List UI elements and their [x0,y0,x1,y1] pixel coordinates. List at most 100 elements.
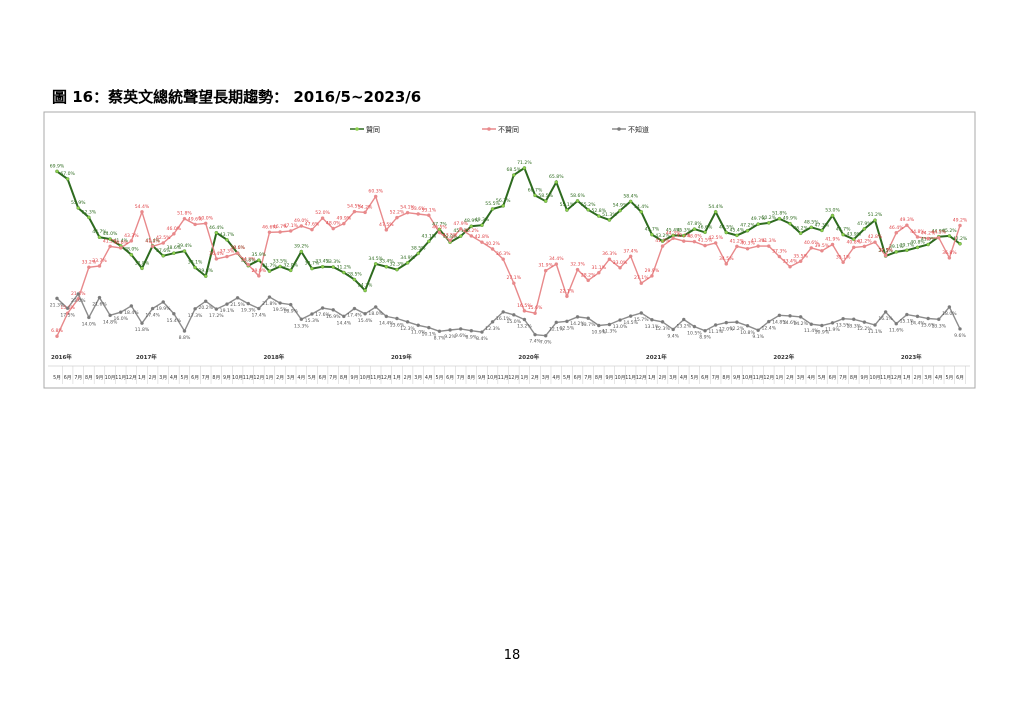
data-point [310,312,314,316]
data-point [745,228,750,233]
data-label: 9.4% [667,333,679,339]
data-point [905,312,909,317]
data-point [140,266,144,271]
data-point [257,258,261,262]
data-label: 36.4% [209,251,224,257]
data-label: 44.5% [931,230,946,236]
data-point [947,305,952,309]
data-point [427,213,431,218]
data-point [65,311,70,315]
x-tick-label: 1月 [393,375,401,381]
data-point [958,327,962,331]
data-label: 18.0% [942,311,957,317]
data-label: 37.3% [772,249,787,255]
data-label: 40.6% [804,240,819,246]
data-label: 16.1% [496,316,511,322]
data-point [193,265,197,270]
data-label: 27.1% [634,275,649,281]
year-label: 2019年 [391,353,412,361]
data-label: 49.6% [188,216,203,222]
data-point [767,221,771,225]
data-label: 33.1% [188,260,203,266]
data-point [852,237,856,242]
data-point [267,295,272,299]
data-point [448,328,452,332]
data-label: 41.3% [761,238,776,244]
x-tick-label: 4月 [807,375,815,381]
x-tick-label: 7月 [457,375,465,381]
x-tick-label: 6月 [191,375,199,381]
data-label: 8.8% [179,335,191,341]
data-label: 40.8% [910,239,925,245]
data-label: 46.4% [209,225,224,231]
data-label: 54.4% [634,204,649,210]
data-label: 40.2% [485,241,500,247]
data-label: 33.7% [92,258,107,264]
data-point [756,222,760,226]
x-tick-label: 6月 [446,375,454,381]
year-label: 2021年 [646,353,667,361]
x-tick-label: 4月 [170,375,178,381]
data-point [607,257,612,261]
data-point [650,318,654,322]
data-point [395,215,399,220]
data-label: 17.2% [209,313,224,319]
data-point [172,251,176,255]
data-label: 14.4% [337,320,352,326]
data-label: 35.9% [252,252,267,258]
data-label: 14.8% [772,319,787,325]
data-label: 46.6% [698,224,713,230]
x-tick-label: 2月 [914,375,922,381]
data-label: 14.4% [910,320,925,326]
data-point [830,321,835,325]
data-label: 54.4% [135,204,150,210]
x-tick-label: 4月 [425,375,433,381]
data-point [947,256,952,260]
year-label: 2020年 [518,353,539,361]
data-point [320,264,325,269]
data-label: 38.6% [230,245,245,251]
data-point [862,227,867,231]
data-point [554,262,559,266]
x-tick-label: 12月 [636,375,647,381]
x-tick-label: 10月 [360,375,371,381]
data-point [915,314,920,319]
data-point [777,216,782,221]
data-label: 42.2% [953,236,968,242]
data-label: 44.3% [666,230,681,236]
data-label: 17.5% [60,312,75,318]
data-point [915,235,920,239]
data-point [873,323,877,327]
data-point [820,228,824,233]
data-point [735,244,739,249]
data-label: 13.5% [836,323,851,329]
data-point [310,227,314,232]
series-line [56,292,961,337]
x-tick-label: 9月 [733,375,741,381]
data-label: 45.4% [666,227,681,233]
data-point [639,210,644,214]
data-label: 49.7% [751,216,766,222]
data-point [214,257,219,261]
data-label: 12.0% [719,327,734,333]
data-point [512,313,516,317]
data-point [363,288,367,293]
x-tick-label: 3月 [414,375,422,381]
data-label: 67.0% [60,171,75,177]
data-label: 11.1% [708,329,723,335]
data-point [246,301,250,306]
data-point [883,310,888,314]
data-label: 46.7% [273,224,288,230]
x-tick-label: 9月 [860,375,868,381]
data-label: 33.5% [273,258,288,264]
x-tick-label: 5月 [818,375,826,381]
data-label: 53.0% [825,208,840,214]
data-point [767,244,771,248]
data-point [788,264,792,269]
data-label: 35.1% [836,254,851,260]
data-label: 34.9% [400,255,415,261]
data-label: 47.8% [687,221,702,227]
data-point [320,216,325,220]
data-label: 41.9% [825,237,840,243]
